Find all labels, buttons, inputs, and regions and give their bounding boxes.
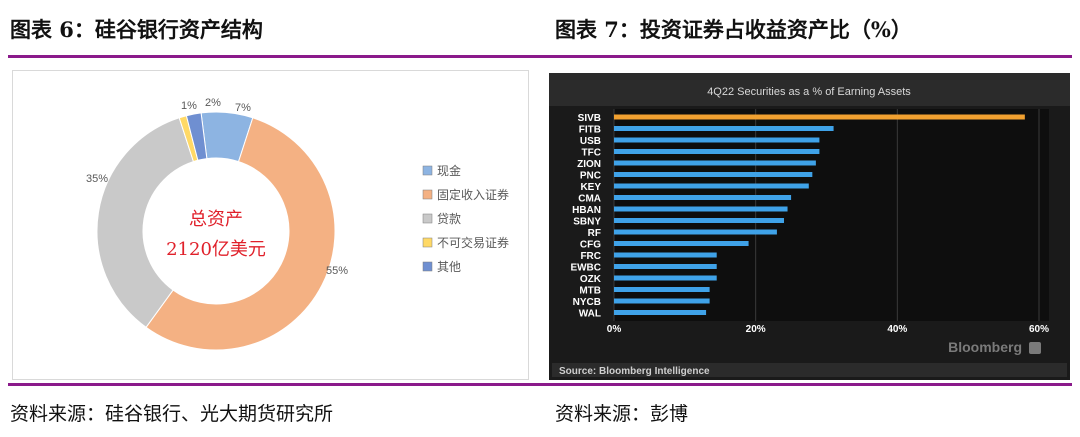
plot-area xyxy=(614,109,1049,321)
category-label-zion: ZION xyxy=(577,159,601,170)
bar-usb xyxy=(614,137,820,143)
donut-slice-2 xyxy=(145,117,336,351)
slice-label-3: 35% xyxy=(86,173,108,185)
source-strip xyxy=(552,363,1067,377)
x-tick-label-1: 0% xyxy=(607,324,622,335)
category-label-nycb: NYCB xyxy=(573,297,601,308)
right-chart-title: 图表 7：投资证券占收益资产比（%） xyxy=(555,17,912,42)
slice-label-4: 1% xyxy=(181,100,197,112)
x-tick-label-3: 40% xyxy=(887,324,907,335)
legend-swatch-1 xyxy=(422,165,433,176)
bar-mtb xyxy=(614,287,710,292)
bar-key xyxy=(614,183,809,189)
right-source-note: 资料来源：彭博 xyxy=(555,403,689,425)
category-label-sivb: SIVB xyxy=(578,113,601,124)
header-divider xyxy=(8,55,1072,58)
category-label-fitb: FITB xyxy=(579,125,601,136)
slice-label-1: 7% xyxy=(235,102,251,114)
category-label-sbny: SBNY xyxy=(573,217,601,228)
bar-chart-title: 4Q22 Securities as a % of Earning Assets xyxy=(707,86,911,98)
bar-ewbc xyxy=(614,264,717,269)
left-chart-title: 图表 6：硅谷银行资产结构 xyxy=(10,17,263,42)
donut-slice-3 xyxy=(96,117,195,328)
category-label-key: KEY xyxy=(580,182,601,193)
category-label-tfc: TFC xyxy=(582,148,601,159)
bloomberg-chat-icon xyxy=(1029,342,1041,354)
category-label-mtb: MTB xyxy=(579,286,601,297)
category-label-frc: FRC xyxy=(580,251,601,262)
bar-cfg xyxy=(614,241,749,246)
bar-chart-source: Source: Bloomberg Intelligence xyxy=(559,366,710,377)
left-source-note: 资料来源：硅谷银行、光大期货研究所 xyxy=(10,403,334,425)
legend-label-4: 不可交易证券 xyxy=(437,235,509,250)
bar-frc xyxy=(614,252,717,258)
bar-tfc xyxy=(614,149,820,154)
legend-label-5: 其他 xyxy=(437,260,461,274)
bar-hban xyxy=(614,206,788,212)
bar-nycb xyxy=(614,298,710,304)
legend-swatch-3 xyxy=(422,213,433,224)
center-label-line1: 总资产 xyxy=(189,209,243,230)
bar-chart-title-strip xyxy=(549,73,1070,106)
footer-divider xyxy=(8,383,1072,386)
bloomberg-logo: Bloomberg xyxy=(948,339,1022,355)
donut-chart-panel: 7% 55% 35% 1% 2% 总资产 2120亿美元 现金固定收入证券 贷款不可交易证券 其他 xyxy=(12,70,529,380)
bar-ozk xyxy=(614,275,717,281)
bar-zion xyxy=(614,160,816,166)
category-label-rf: RF xyxy=(588,228,601,239)
category-label-ozk: OZK xyxy=(580,274,602,285)
legend-swatch-4 xyxy=(422,237,433,248)
slice-label-2: 55% xyxy=(326,265,348,277)
x-tick-label-2: 20% xyxy=(746,324,766,335)
category-label-usb: USB xyxy=(580,136,601,147)
category-label-ewbc: EWBC xyxy=(570,263,601,274)
bar-rf xyxy=(614,229,777,235)
category-label-hban: HBAN xyxy=(572,205,601,216)
donut-slice-5 xyxy=(185,112,208,161)
slice-label-5: 2% xyxy=(205,97,221,109)
category-label-pnc: PNC xyxy=(580,171,601,182)
bar-pnc xyxy=(614,172,813,177)
legend-swatch-2 xyxy=(422,189,433,200)
x-tick-label-4: 60% xyxy=(1029,324,1049,335)
legend-label-1: 现金 xyxy=(437,163,461,178)
bar-fitb xyxy=(614,126,834,131)
legend-swatch-5 xyxy=(422,261,433,272)
category-label-cfg: CFG xyxy=(580,240,601,251)
category-label-cma: CMA xyxy=(578,194,601,205)
bar-chart-panel: 4Q22 Securities as a % of Earning Assets… xyxy=(549,73,1070,380)
bar-wal xyxy=(614,310,707,315)
legend-label-2: 固定收入证券 xyxy=(437,187,509,202)
bar-sivb xyxy=(614,114,1025,120)
category-label-wal: WAL xyxy=(579,309,601,320)
center-label-line2: 2120亿美元 xyxy=(166,239,266,260)
legend-label-3: 贷款 xyxy=(437,212,461,226)
bar-sbny xyxy=(614,218,784,223)
bar-chart: 4Q22 Securities as a % of Earning Assets… xyxy=(549,73,1070,377)
bar-cma xyxy=(614,195,792,200)
